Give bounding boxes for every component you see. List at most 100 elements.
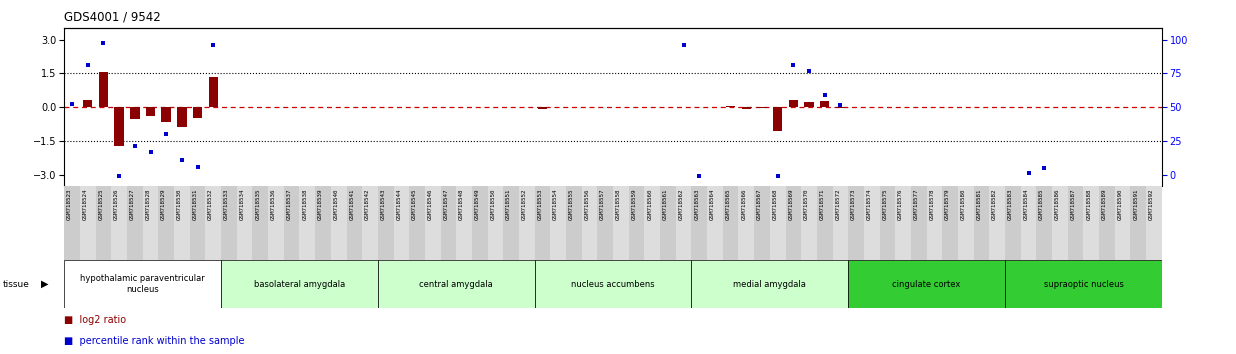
Bar (378, 186, 393, 260)
Text: GSM718583: GSM718583 (1007, 188, 1012, 219)
Text: GSM718591: GSM718591 (1133, 188, 1138, 219)
Bar (177, 107, 187, 127)
Bar (772, 107, 782, 131)
Bar (801, 186, 817, 260)
Bar (64, 260, 221, 308)
Text: GSM718541: GSM718541 (350, 188, 355, 219)
Text: GSM718534: GSM718534 (240, 188, 245, 219)
Bar (205, 186, 221, 260)
Bar (519, 186, 535, 260)
Text: GSM718565: GSM718565 (726, 188, 730, 219)
Bar (707, 186, 723, 260)
Bar (142, 186, 158, 260)
Bar (911, 186, 927, 260)
Text: GSM718579: GSM718579 (946, 188, 950, 219)
Bar (83, 100, 93, 107)
Text: GSM718528: GSM718528 (146, 188, 151, 219)
Bar (268, 186, 284, 260)
Text: medial amygdala: medial amygdala (733, 280, 806, 289)
Bar (726, 106, 735, 107)
Bar (284, 186, 299, 260)
Bar (503, 186, 519, 260)
Text: basolateral amygdala: basolateral amygdala (253, 280, 345, 289)
Text: nucleus accumbens: nucleus accumbens (571, 280, 655, 289)
Bar (691, 186, 707, 260)
Bar (362, 186, 378, 260)
Bar (1131, 186, 1146, 260)
Bar (440, 186, 456, 260)
Bar (895, 186, 911, 260)
Bar (597, 186, 613, 260)
Bar (488, 186, 503, 260)
Bar (644, 186, 660, 260)
Text: supraoptic nucleus: supraoptic nucleus (1043, 280, 1124, 289)
Text: GSM718545: GSM718545 (412, 188, 417, 219)
Bar (162, 107, 171, 122)
Bar (1005, 260, 1162, 308)
Text: GSM718547: GSM718547 (444, 188, 449, 219)
Text: hypothalamic paraventricular
nucleus: hypothalamic paraventricular nucleus (80, 274, 205, 294)
Bar (1021, 186, 1037, 260)
Text: GSM718573: GSM718573 (852, 188, 857, 219)
Bar (158, 186, 174, 260)
Bar (299, 186, 315, 260)
Bar (789, 100, 798, 107)
Text: GSM718557: GSM718557 (601, 188, 606, 219)
Bar (64, 186, 80, 260)
Text: GSM718526: GSM718526 (114, 188, 119, 219)
Bar (80, 186, 95, 260)
Bar (880, 186, 895, 260)
Text: GSM718554: GSM718554 (554, 188, 559, 219)
Bar (836, 107, 845, 108)
Text: GSM718560: GSM718560 (648, 188, 653, 219)
Text: GSM718587: GSM718587 (1070, 188, 1075, 219)
Bar (1146, 186, 1162, 260)
Text: GSM718580: GSM718580 (960, 188, 965, 219)
Bar (817, 186, 833, 260)
Bar (758, 107, 766, 108)
Bar (848, 260, 1005, 308)
Bar (864, 186, 880, 260)
Text: GSM718562: GSM718562 (679, 188, 684, 219)
Bar (209, 77, 218, 107)
Text: GSM718524: GSM718524 (83, 188, 88, 219)
Bar (130, 107, 140, 119)
Bar (989, 186, 1005, 260)
Bar (1068, 186, 1084, 260)
Text: GSM718540: GSM718540 (334, 188, 339, 219)
Bar (538, 107, 548, 109)
Bar (409, 186, 425, 260)
Text: GSM718549: GSM718549 (475, 188, 480, 219)
Text: GSM718585: GSM718585 (1039, 188, 1044, 219)
Text: GSM718543: GSM718543 (381, 188, 386, 219)
Bar (629, 186, 644, 260)
Bar (456, 186, 472, 260)
Bar (819, 101, 829, 107)
Bar (833, 186, 848, 260)
Bar (346, 186, 362, 260)
Bar (660, 186, 676, 260)
Text: central amygdala: central amygdala (419, 280, 493, 289)
Text: GSM718536: GSM718536 (271, 188, 276, 219)
Text: GSM718572: GSM718572 (836, 188, 840, 219)
Text: GSM718550: GSM718550 (491, 188, 496, 219)
Bar (99, 72, 109, 107)
Bar (315, 186, 331, 260)
Text: ▶: ▶ (41, 279, 48, 289)
Bar (95, 186, 111, 260)
Bar (1115, 186, 1131, 260)
Bar (723, 186, 738, 260)
Bar (221, 260, 378, 308)
Text: GSM718556: GSM718556 (585, 188, 590, 219)
Text: GSM718586: GSM718586 (1054, 188, 1060, 219)
Text: GSM718552: GSM718552 (522, 188, 527, 219)
Bar (252, 186, 268, 260)
Bar (613, 186, 629, 260)
Text: GSM718561: GSM718561 (662, 188, 667, 219)
Text: GSM718576: GSM718576 (899, 188, 904, 219)
Text: ■  log2 ratio: ■ log2 ratio (64, 315, 126, 325)
Text: cingulate cortex: cingulate cortex (892, 280, 960, 289)
Bar (1084, 186, 1099, 260)
Text: GSM718588: GSM718588 (1086, 188, 1091, 219)
Text: GSM718542: GSM718542 (365, 188, 370, 219)
